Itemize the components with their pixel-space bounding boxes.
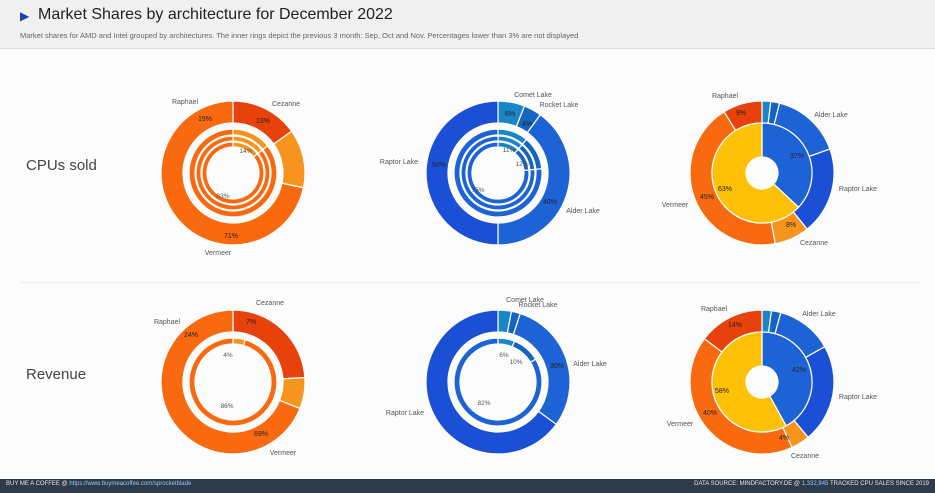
data-label-cezanne: 13% (256, 118, 270, 125)
series-label-vermeer: Vermeer (205, 250, 232, 257)
series-label-raptor-lake: Raptor Lake (380, 159, 418, 166)
data-label-inner-comet: 6% (499, 352, 509, 359)
footer-left: BUY ME A COFFEE @ https://www.buymeacoff… (6, 481, 191, 487)
donut-slice-vermeer (195, 135, 271, 211)
data-label-alder-lake: 42% (792, 367, 806, 374)
donut-slice-vermeer (160, 309, 301, 455)
data-label-raphael: 9% (736, 110, 746, 117)
data-label-inner-rocket: 10% (509, 359, 522, 366)
data-label-vermeer: 45% (700, 194, 714, 201)
series-label-rocket-lake: Rocket Lake (519, 302, 558, 309)
row-divider (20, 282, 920, 283)
series-label-vermeer: Vermeer (270, 450, 297, 457)
series-label-alder-lake: Alder Lake (802, 311, 836, 318)
donut-slice-vermeer (188, 128, 278, 218)
data-label-inner-vermeer: 86% (220, 403, 233, 410)
page-subtitle: Market shares for AMD and Intel grouped … (20, 31, 579, 40)
series-label-comet-lake: Comet Lake (514, 92, 552, 99)
donut-slice-raptor-lake (425, 100, 499, 246)
series-label-cezanne: Cezanne (800, 240, 828, 247)
series-label-raphael: Raphael (701, 306, 728, 313)
title-marker-icon: ▶ (20, 9, 30, 23)
row-label-cpus-sold: CPUs sold (26, 157, 97, 174)
data-label-inner-rocket: 12% (515, 161, 528, 168)
footer-right: DATA SOURCE: MINDFACTORY.DE @ 1,332,945 … (694, 481, 929, 487)
row-label-revenue: Revenue (26, 366, 87, 383)
page-title: Market Shares by architecture for Decemb… (38, 6, 393, 23)
donut-slice-vermeer (188, 337, 278, 427)
series-label-vermeer: Vermeer (662, 202, 689, 209)
donut-slice-alder-lake (761, 331, 813, 427)
series-label-vermeer: Vermeer (667, 421, 694, 428)
donut-slice-vermeer (201, 141, 265, 205)
data-label-combined-inner: 58% (715, 388, 729, 395)
footer-source-count: 1,332,945 (801, 481, 829, 487)
series-label-raphael: Raphael (172, 99, 199, 106)
series-label-comet-lake: Comet Lake (506, 297, 544, 304)
donut-slice-alder-lake (761, 122, 813, 209)
footer-coffee-link[interactable]: https://www.buymeacoffee.com/sprocketbla… (69, 481, 192, 487)
series-label-cezanne: Cezanne (272, 101, 300, 108)
series-label-alder-lake: Alder Lake (573, 361, 607, 368)
donut-slice-cezanne-combined (711, 122, 800, 224)
series-label-cezanne: Cezanne (256, 300, 284, 307)
data-label-raptor-lake: 50% (432, 162, 446, 169)
data-label-inner-alder: 82% (477, 400, 490, 407)
data-label-comet-lake: 6% (505, 111, 515, 118)
footer-coffee-label: BUY ME A COFFEE @ (6, 481, 68, 487)
series-label-raphael: Raphael (154, 319, 181, 326)
series-label-alder-lake: Alder Lake (566, 208, 600, 215)
data-label-vermeer: 69% (254, 431, 268, 438)
donut-slice-alder-lake (460, 135, 536, 211)
donut-slice-cezanne-combined (711, 331, 787, 433)
series-label-rocket-lake: Rocket Lake (540, 102, 579, 109)
series-label-raptor-lake: Raptor Lake (386, 410, 424, 417)
data-label-vermeer: 71% (224, 233, 238, 240)
series-label-alder-lake: Alder Lake (814, 112, 848, 119)
data-label-cezanne: 4% (779, 435, 789, 442)
data-label-alder-lake: 37% (790, 153, 804, 160)
donut-slice-raptor-lake (425, 309, 558, 455)
series-label-cezanne: Cezanne (791, 453, 819, 460)
data-label-raphael: 14% (728, 322, 742, 329)
donut-slice-alder-lake (466, 141, 530, 205)
header: ▶ Market Shares by architecture for Dece… (0, 0, 935, 49)
data-label-raphael: 24% (184, 332, 198, 339)
donut-slice-alder-lake (453, 337, 543, 427)
footer-source-label: DATA SOURCE: MINDFACTORY.DE @ (694, 481, 801, 487)
data-label-combined-inner: 63% (718, 186, 732, 193)
data-label-inner-cezanne: 4% (223, 352, 233, 359)
data-label-rocket-lake: 4% (522, 121, 532, 128)
data-label-raphael: 15% (198, 116, 212, 123)
donut-slice-vermeer (160, 100, 305, 246)
footer: BUY ME A COFFEE @ https://www.buymeacoff… (0, 479, 935, 493)
donut-slice-alder-lake (453, 128, 543, 218)
data-label-alder-lake: 30% (550, 363, 564, 370)
data-label-inner-alder: 75% (471, 187, 484, 194)
data-label-cezanne: 8% (786, 222, 796, 229)
data-label-inner-vermeer: 83% (216, 193, 229, 200)
footer-source-suffix: TRACKED CPU SALES SINCE 2019 (829, 481, 929, 487)
data-label-inner-cezanne: 14% (239, 148, 252, 155)
donut-slice-comet-lake (497, 337, 516, 348)
series-label-raptor-lake: Raptor Lake (839, 186, 877, 193)
series-label-raptor-lake: Raptor Lake (839, 394, 877, 401)
data-label-alder-lake: 40% (543, 199, 557, 206)
data-label-cezanne: 7% (246, 319, 256, 326)
series-label-raphael: Raphael (712, 93, 739, 100)
data-label-vermeer: 40% (703, 410, 717, 417)
data-label-inner-comet: 11% (503, 147, 516, 154)
